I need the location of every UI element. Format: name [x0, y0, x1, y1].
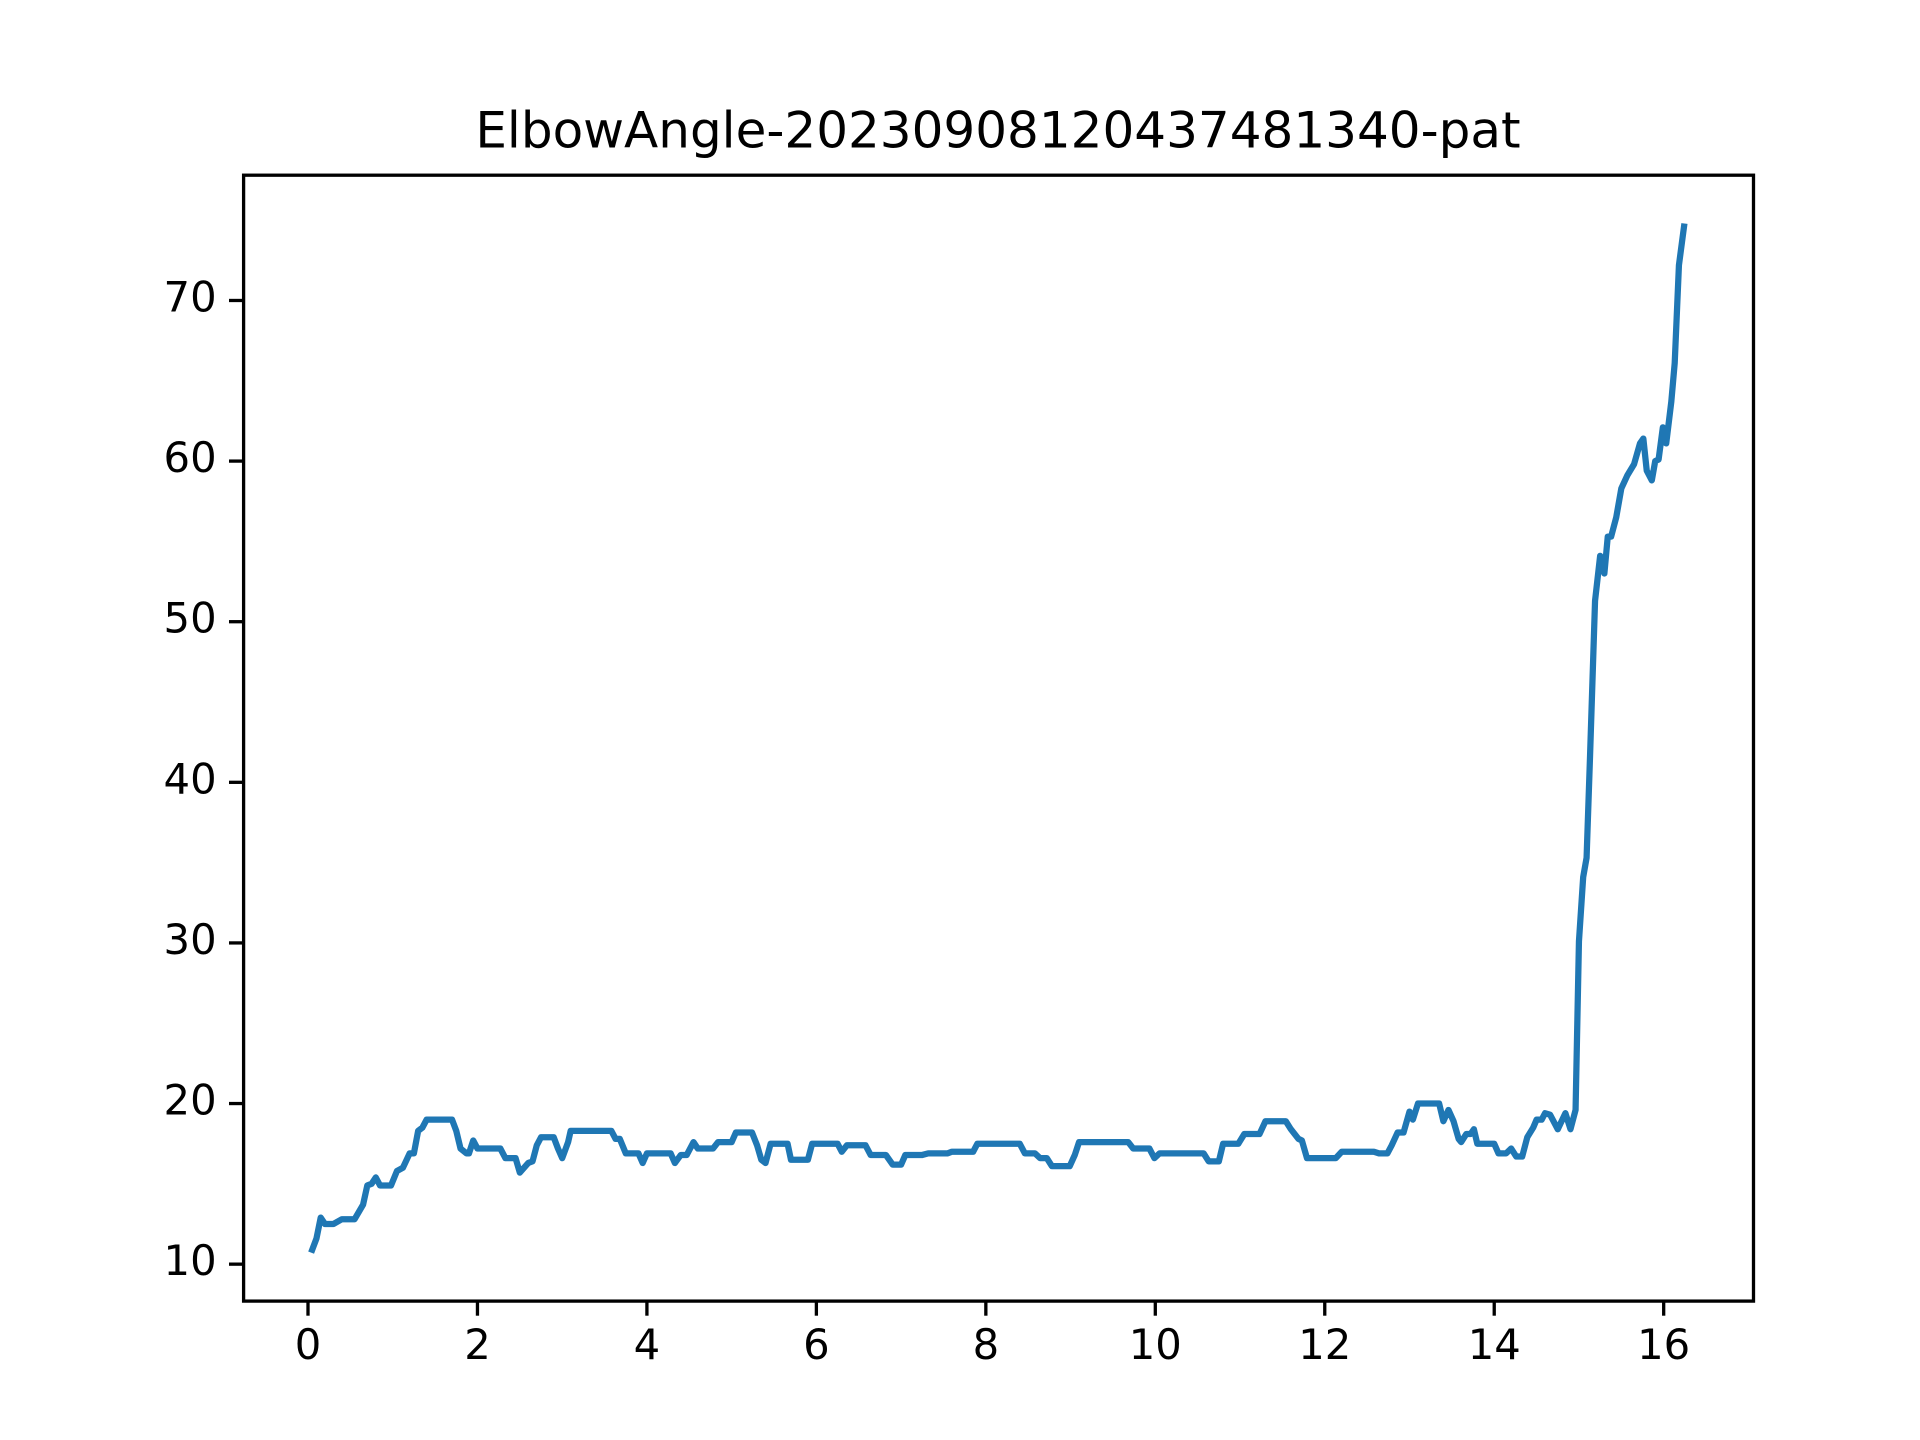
y-tick-label: 70 — [164, 272, 217, 321]
chart-title: ElbowAngle-20230908120437481340-pat — [475, 102, 1520, 160]
x-tick-label: 6 — [803, 1320, 830, 1369]
x-tick-label: 8 — [973, 1320, 1000, 1369]
y-tick-label: 50 — [164, 594, 217, 643]
plot-frame — [241, 173, 1756, 1303]
x-tick-label: 16 — [1637, 1320, 1690, 1369]
x-tick-label: 4 — [634, 1320, 661, 1369]
y-tick-label: 60 — [164, 433, 217, 482]
y-tick-label: 40 — [164, 754, 217, 803]
x-tick-label: 2 — [464, 1320, 491, 1369]
y-tick-label: 20 — [164, 1076, 217, 1125]
y-tick-label: 30 — [164, 915, 217, 964]
y-tick-label: 10 — [164, 1236, 217, 1285]
x-tick-label: 12 — [1298, 1320, 1351, 1369]
x-tick-label: 14 — [1468, 1320, 1521, 1369]
x-tick-label: 0 — [295, 1320, 322, 1369]
data-line — [308, 223, 1688, 1254]
x-tick-label: 10 — [1129, 1320, 1182, 1369]
